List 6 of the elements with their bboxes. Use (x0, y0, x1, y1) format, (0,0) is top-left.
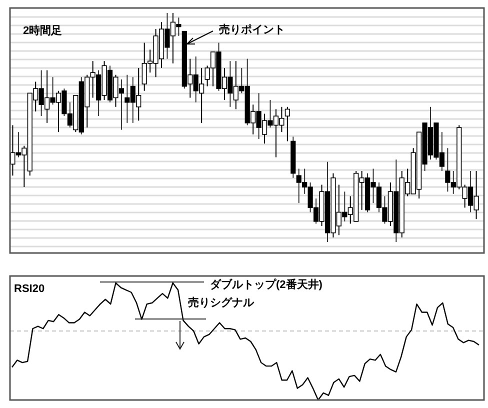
text: 2時間足 (23, 24, 62, 37)
annotation: ダブルトップ(2番天井) (210, 278, 323, 291)
chart-title: RSI20 (14, 283, 45, 295)
annotation: 売りシグナル (188, 296, 255, 309)
annotation: 売りポイント (219, 23, 285, 36)
candlestick (284, 106, 290, 142)
